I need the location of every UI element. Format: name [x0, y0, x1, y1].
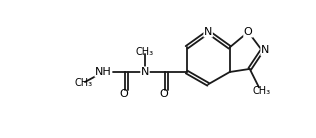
Text: O: O [119, 89, 128, 99]
Text: O: O [244, 27, 252, 37]
Text: CH₃: CH₃ [74, 78, 93, 88]
Text: CH₃: CH₃ [252, 86, 270, 96]
Text: NH: NH [95, 67, 112, 77]
Text: N: N [261, 45, 269, 55]
Text: N: N [141, 67, 149, 77]
Text: CH₃: CH₃ [136, 47, 154, 57]
Text: O: O [159, 89, 168, 99]
Text: N: N [204, 27, 212, 37]
